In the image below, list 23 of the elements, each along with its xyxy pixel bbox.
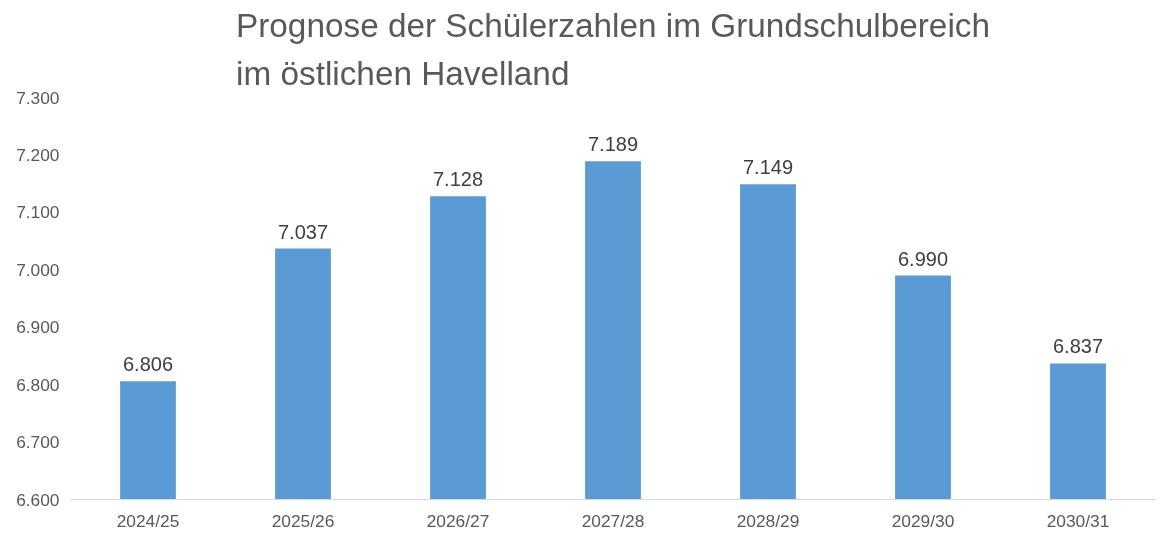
x-tick-label: 2028/29 (736, 510, 800, 531)
y-tick-label: 7.100 (16, 202, 60, 223)
data-label: 7.128 (432, 168, 484, 191)
y-tick-label: 7.300 (16, 87, 60, 108)
y-tick-label: 7.000 (16, 259, 60, 280)
x-tick-label: 2025/26 (271, 510, 335, 531)
y-tick-label: 6.600 (16, 489, 60, 510)
x-tick-label: 2024/25 (116, 510, 180, 531)
data-label: 6.990 (897, 247, 949, 270)
x-tick-label: 2027/28 (581, 510, 645, 531)
x-tick-label: 2030/31 (1046, 510, 1110, 531)
data-label: 6.837 (1052, 335, 1104, 358)
data-label: 7.149 (742, 156, 794, 179)
y-tick-label: 6.800 (16, 374, 60, 395)
data-label: 7.189 (587, 133, 639, 156)
x-tick-label: 2029/30 (891, 510, 955, 531)
data-label: 7.037 (277, 220, 329, 243)
data-label: 6.806 (122, 353, 174, 376)
x-tick-label: 2026/27 (426, 510, 490, 531)
y-tick-label: 6.700 (16, 432, 60, 453)
y-tick-label: 7.200 (16, 144, 60, 165)
chart-title: Prognose der Schülerzahlen im Grundschulbereich im östlichen Havelland (236, 7, 991, 93)
y-tick-label: 6.900 (16, 317, 60, 338)
